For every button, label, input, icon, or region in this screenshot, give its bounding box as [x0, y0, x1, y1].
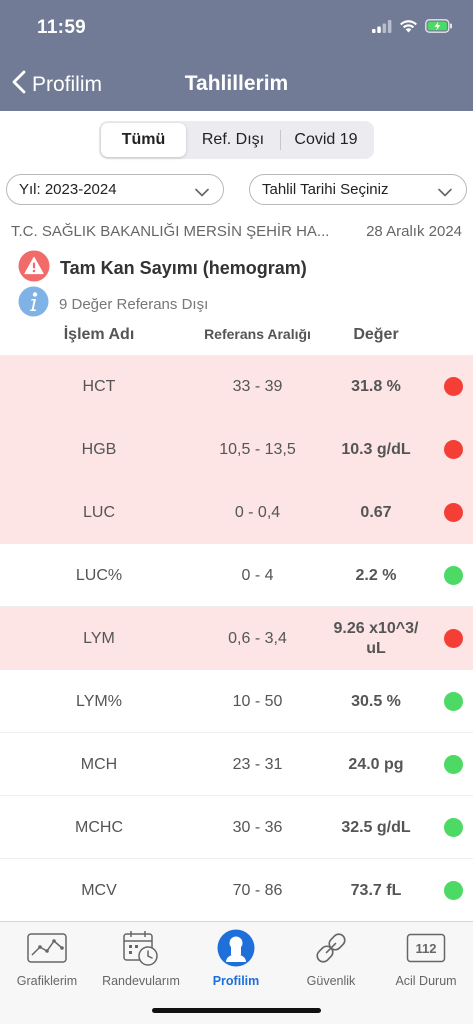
header: 11:59: [0, 0, 473, 111]
row-reference: 33 - 39: [232, 377, 283, 395]
table-row[interactable]: MCV 70 - 86 73.7 fL: [0, 859, 473, 921]
table-row[interactable]: HCT 33 - 39 31.8 %: [0, 355, 473, 418]
report-date: 28 Aralık 2024: [366, 223, 462, 240]
status-dot-red: [444, 629, 463, 648]
header-name: İşlem Adı: [63, 326, 135, 343]
out-of-range-count: 9 Değer Referans Dışı: [59, 295, 209, 313]
status-dot-green: [444, 692, 463, 711]
row-value: 30.5 %: [351, 692, 401, 710]
battery-icon: [425, 19, 453, 38]
table-row[interactable]: LUC 0 - 0,4 0.67: [0, 481, 473, 544]
calendar-clock-icon: [121, 928, 161, 968]
home-indicator: [152, 1008, 321, 1013]
chevron-down-icon: [438, 184, 452, 201]
tab-label: Grafiklerim: [16, 974, 78, 988]
wifi-icon: [399, 19, 418, 38]
row-name: HCT: [82, 377, 116, 395]
row-reference: 0 - 0,4: [234, 503, 281, 521]
row-name: MCHC: [75, 818, 123, 836]
results-list[interactable]: HCT 33 - 39 31.8 % HGB 10,5 - 13,5 10.3 …: [0, 355, 473, 921]
chevron-down-icon: [195, 184, 209, 201]
segment-out-of-range[interactable]: Ref. Dışı: [201, 131, 265, 148]
warning-icon: [18, 250, 50, 287]
page-title: Tahlillerim: [184, 72, 289, 95]
row-name: MCV: [81, 881, 117, 899]
row-reference: 70 - 86: [232, 881, 283, 899]
tab-label: Acil Durum: [395, 974, 457, 988]
row-value: 73.7 fL: [350, 881, 402, 899]
row-value: 24.0 pg: [348, 755, 404, 773]
table-row[interactable]: MCH 23 - 31 24.0 pg: [0, 733, 473, 796]
status-dot-green: [444, 818, 463, 837]
row-value: 32.5 g/dL: [341, 818, 411, 836]
year-dropdown[interactable]: Yıl: 2023-2024: [6, 174, 224, 205]
hospital-name: T.C. SAĞLIK BAKANLIĞI MERSİN ŞEHİR HA...: [11, 223, 330, 240]
tab-grafiklerim[interactable]: Grafiklerim: [0, 928, 94, 990]
segment-all[interactable]: Tümü: [101, 123, 186, 157]
status-icons: [372, 19, 453, 38]
row-reference: 0 - 4: [241, 566, 274, 584]
link-icon: [312, 928, 350, 968]
row-reference: 0,6 - 3,4: [228, 629, 287, 647]
table-row[interactable]: LUC% 0 - 4 2.2 %: [0, 544, 473, 607]
row-value: 0.67: [360, 503, 392, 521]
date-dropdown-label: Tahlil Tarihi Seçiniz: [262, 181, 389, 198]
test-name: Tam Kan Sayımı (hemogram): [60, 258, 307, 278]
emergency-badge-text: 112: [416, 941, 437, 956]
row-value: 31.8 %: [351, 377, 401, 395]
table-row[interactable]: MCHC 30 - 36 32.5 g/dL: [0, 796, 473, 859]
emergency-112-icon: 112: [406, 928, 446, 968]
row-name: LUC%: [75, 566, 123, 584]
info-icon: [18, 286, 49, 322]
date-dropdown[interactable]: Tahlil Tarihi Seçiniz: [249, 174, 467, 205]
status-dot-green: [444, 881, 463, 900]
table-row[interactable]: HGB 10,5 - 13,5 10.3 g/dL: [0, 418, 473, 481]
status-dot-red: [444, 440, 463, 459]
row-name: MCH: [80, 755, 118, 773]
row-value: 9.26 x10^3/ uL: [333, 619, 419, 657]
row-value: 10.3 g/dL: [341, 440, 411, 458]
out-of-range-info: 9 Değer Referans Dışı: [18, 286, 208, 322]
row-value: 2.2 %: [355, 566, 397, 584]
table-header: İşlem Adı Referans Aralığı Değer: [0, 326, 473, 348]
row-name: LYM%: [76, 692, 122, 710]
row-reference: 30 - 36: [232, 818, 283, 836]
status-time: 11:59: [37, 17, 87, 38]
header-value: Değer: [353, 326, 399, 343]
segmented-control: Tümü Ref. Dışı Covid 19: [99, 121, 374, 159]
test-header[interactable]: Tam Kan Sayımı (hemogram): [18, 250, 307, 287]
table-row[interactable]: LYM% 10 - 50 30.5 %: [0, 670, 473, 733]
segment-covid[interactable]: Covid 19: [294, 131, 358, 148]
status-dot-red: [444, 503, 463, 522]
row-reference: 23 - 31: [232, 755, 283, 773]
row-name: LUC: [82, 503, 115, 521]
status-bar: 11:59: [0, 0, 473, 56]
tab-guvenlik[interactable]: Güvenlik: [284, 928, 378, 990]
segment-divider: [280, 130, 281, 150]
row-reference: 10,5 - 13,5: [219, 440, 296, 458]
year-dropdown-label: Yıl: 2023-2024: [19, 181, 117, 198]
row-name: LYM: [83, 629, 115, 647]
chevron-left-icon: [12, 70, 26, 99]
row-reference: 10 - 50: [232, 692, 283, 710]
tab-profilim[interactable]: Profilim: [189, 928, 283, 990]
row-name: HGB: [81, 440, 117, 458]
user-icon: [217, 928, 255, 968]
tab-acil-durum[interactable]: 112 Acil Durum: [379, 928, 473, 990]
chart-icon: [27, 928, 67, 968]
signal-icon: [372, 19, 392, 38]
header-reference: Referans Aralığı: [204, 326, 311, 342]
tab-bar: Grafiklerim Randevularım: [0, 921, 473, 1024]
status-dot-green: [444, 566, 463, 585]
back-button[interactable]: Profilim: [12, 70, 102, 99]
status-dot-green: [444, 755, 463, 774]
tab-label: Güvenlik: [306, 974, 356, 988]
tab-label: Profilim: [212, 974, 260, 988]
tab-label: Randevularım: [102, 974, 180, 988]
back-label: Profilim: [32, 72, 103, 96]
tab-randevularim[interactable]: Randevularım: [94, 928, 188, 990]
table-row[interactable]: LYM 0,6 - 3,4 9.26 x10^3/ uL: [0, 607, 473, 670]
status-dot-red: [444, 377, 463, 396]
